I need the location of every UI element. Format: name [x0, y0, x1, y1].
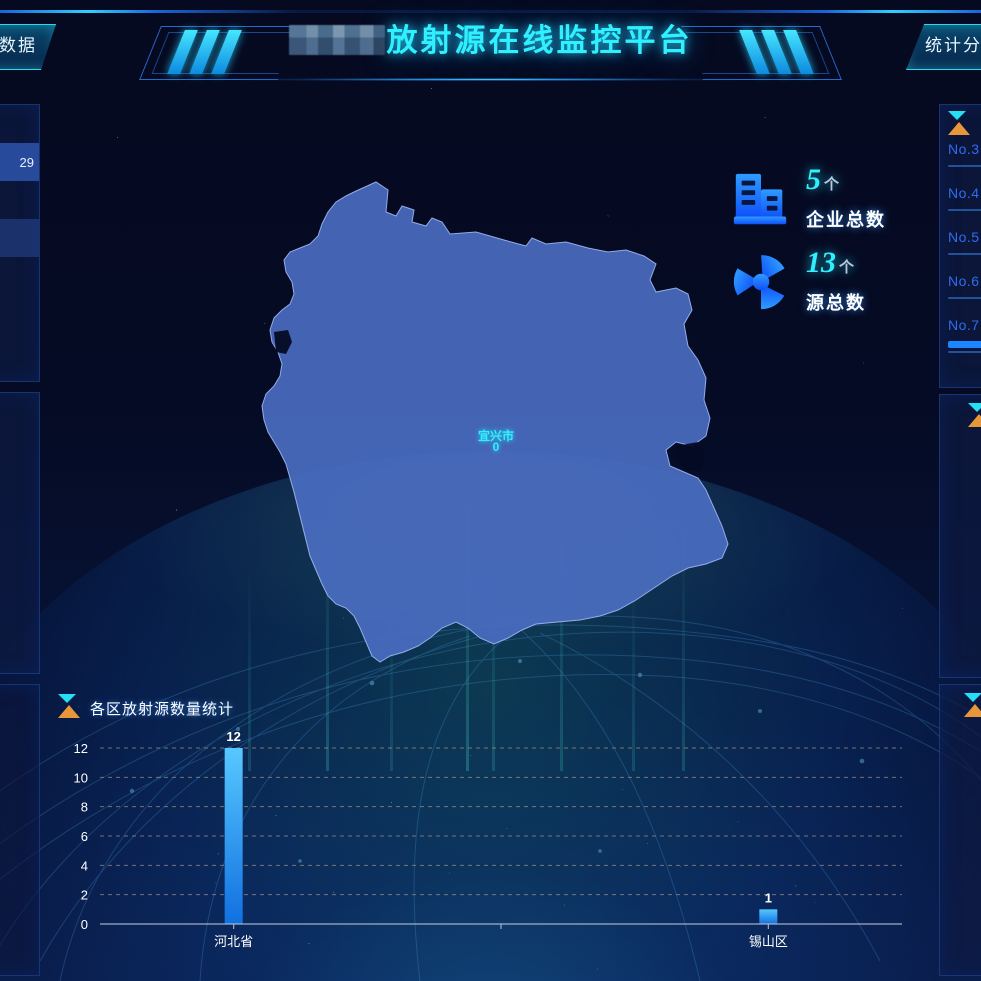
nav-tab-realtime-data[interactable]: 数据: [0, 24, 56, 70]
table-row[interactable]: 29: [0, 143, 39, 181]
bar-chart-panel[interactable]: 各区放射源数量统计 0 2 4 6 8 10 12 12 1 河北省 锡山区: [38, 684, 918, 974]
list-item[interactable]: No.6: [946, 269, 981, 313]
left-secondary-panel[interactable]: [0, 392, 40, 674]
chart-y-tick-label: 0: [81, 917, 88, 932]
app-header: 放射源在线监控平台 数据 统计分: [0, 0, 981, 96]
triangle-up-icon: [968, 414, 981, 427]
kpi-unit: 个: [839, 259, 855, 276]
kpi-label: 企业总数: [806, 210, 886, 230]
table-row[interactable]: [0, 295, 39, 333]
left-data-table-panel[interactable]: 29: [0, 104, 40, 382]
bar-chart-svg[interactable]: 0 2 4 6 8 10 12 12 1 河北省 锡山区: [38, 729, 918, 960]
chart-x-category-label: 锡山区: [749, 934, 788, 949]
kpi-number: 13: [806, 246, 836, 279]
header-underline-glow: [240, 78, 740, 81]
rank-label: No.4: [948, 185, 980, 201]
chart-title: 各区放射源数量统计: [90, 700, 235, 718]
chart-y-tick-label: 2: [81, 888, 88, 903]
table-row[interactable]: [0, 181, 39, 219]
page-title: 放射源在线监控平台: [0, 20, 981, 62]
panel-marker-icon: [948, 111, 970, 137]
triangle-down-icon: [948, 111, 966, 120]
chart-bar[interactable]: [224, 748, 243, 924]
chart-y-axis-ticks: 0 2 4 6 8 10 12: [74, 741, 88, 932]
list-item[interactable]: No.4: [946, 181, 981, 225]
building-icon: [730, 168, 792, 230]
region-map[interactable]: 宜兴市 0: [236, 160, 756, 680]
table-row[interactable]: [0, 105, 39, 143]
panel-marker-icon: [968, 403, 981, 429]
rank-bar: [948, 209, 981, 211]
kpi-unit: 个: [824, 176, 840, 193]
rank-bar: [948, 165, 981, 167]
triangle-up-icon: [58, 705, 80, 718]
rank-bar: [948, 341, 981, 348]
rank-label: No.7: [948, 317, 980, 333]
triangle-down-icon: [964, 693, 981, 702]
kpi-number: 5: [806, 163, 821, 196]
triangle-up-icon: [948, 122, 970, 135]
list-item[interactable]: No.7: [946, 313, 981, 357]
rank-bar: [948, 351, 981, 353]
map-region-inner-notch: [274, 330, 292, 354]
panel-marker-icon: [964, 693, 981, 719]
header-top-accent-line: [0, 10, 981, 13]
chart-y-tick-label: 4: [81, 858, 88, 873]
kpi-label: 源总数: [806, 293, 866, 313]
table-row[interactable]: [0, 219, 39, 257]
chart-bar[interactable]: [759, 909, 778, 924]
map-region-inner-notch-2: [676, 442, 706, 472]
chart-gridlines: [100, 747, 902, 896]
triangle-down-icon: [968, 403, 981, 412]
ranking-list: No.3 No.4 No.5 No.6 No.7: [946, 137, 981, 357]
map-svg[interactable]: [236, 160, 756, 680]
chart-bar-value-label: 1: [765, 890, 772, 905]
table-row[interactable]: [0, 257, 39, 295]
chart-y-tick-label: 12: [74, 741, 88, 756]
chart-x-axis-labels: 河北省 锡山区: [214, 924, 788, 949]
chart-plot-area[interactable]: 0 2 4 6 8 10 12 12 1 河北省 锡山区: [38, 729, 918, 960]
page-title-text: 放射源在线监控平台: [386, 23, 693, 58]
chart-y-tick-label: 8: [81, 800, 88, 815]
redacted-title-prefix: [288, 25, 385, 55]
rank-bar: [948, 297, 981, 299]
rank-label: No.3: [948, 141, 980, 157]
left-tertiary-panel[interactable]: [0, 684, 40, 976]
chart-y-tick-label: 6: [81, 829, 88, 844]
rank-bar: [948, 253, 981, 255]
kpi-body: 13 个 源总数: [806, 248, 866, 315]
list-item[interactable]: No.3: [946, 137, 981, 181]
radiation-icon: [730, 251, 792, 313]
triangle-up-icon: [964, 704, 981, 717]
right-secondary-panel[interactable]: [939, 394, 981, 678]
list-item[interactable]: No.5: [946, 225, 981, 269]
panel-marker-icon: [58, 694, 80, 722]
kpi-value: 13 个: [806, 248, 866, 283]
chart-y-tick-label: 10: [74, 770, 88, 785]
chart-bars[interactable]: 12 1: [224, 729, 778, 924]
right-ranking-panel[interactable]: No.3 No.4 No.5 No.6 No.7: [939, 104, 981, 388]
triangle-down-icon: [58, 694, 76, 703]
chart-bar-value-label: 12: [226, 729, 240, 744]
rank-label: No.5: [948, 229, 980, 245]
chart-header: 各区放射源数量统计: [58, 694, 234, 722]
right-tertiary-panel[interactable]: [939, 684, 981, 976]
rank-label: No.6: [948, 273, 980, 289]
kpi-source-total[interactable]: 13 个 源总数: [730, 248, 866, 315]
chart-x-category-label: 河北省: [214, 934, 253, 949]
map-region-shape[interactable]: [261, 181, 729, 663]
